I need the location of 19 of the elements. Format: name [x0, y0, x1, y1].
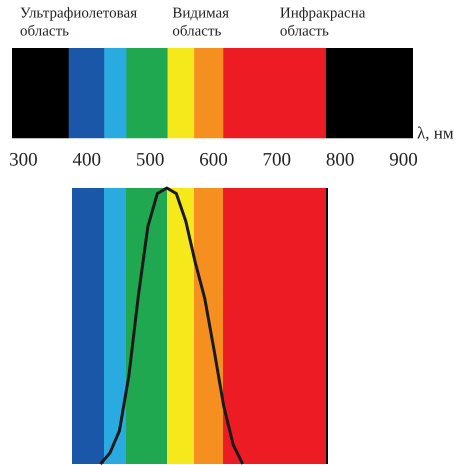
bar: [325, 48, 413, 138]
annotation: Ультрафиолетовая область: [20, 5, 138, 40]
annotation: Инфракрасна область: [280, 5, 366, 40]
x-tick-label: 600: [199, 150, 228, 171]
x-tick-label: 800: [326, 150, 354, 171]
bar: [166, 48, 194, 138]
x-tick-label: 300: [9, 150, 38, 171]
x-tick-label: 900: [389, 150, 418, 171]
bar: [104, 48, 126, 138]
bar: [126, 48, 168, 138]
x-tick-label: 400: [72, 150, 101, 171]
x-tick-label: 700: [262, 150, 292, 171]
bar: [193, 48, 224, 138]
annotation: Видимая область: [172, 5, 230, 40]
bar: [12, 48, 69, 138]
bar: [68, 48, 104, 138]
bar: [222, 48, 326, 138]
x-axis-title: λ, нм: [417, 124, 454, 143]
x-tick-label: 500: [136, 150, 164, 171]
